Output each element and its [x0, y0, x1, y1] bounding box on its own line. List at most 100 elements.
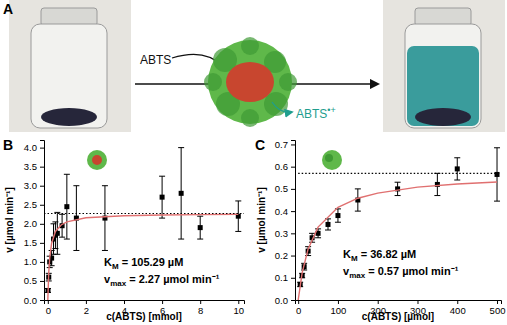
x-tick-label: 0 [46, 305, 51, 316]
y-tick-label: 0.5 [24, 275, 37, 286]
error-bar [355, 189, 361, 211]
product-name: ABTS [296, 107, 327, 121]
protein-icon-shell [87, 150, 107, 170]
x-tick-mark [417, 300, 418, 304]
data-point [495, 172, 500, 177]
y-tick: 0.1 [275, 272, 295, 283]
error-bar [454, 158, 460, 180]
y-tick-mark [40, 224, 44, 225]
y-tick: 0.6 [275, 161, 295, 172]
protein-particle [204, 37, 297, 127]
x-tick: 100 [331, 300, 347, 316]
error-bar [64, 174, 70, 239]
y-tick: 0.0 [275, 295, 295, 306]
x-tick: 0 [296, 300, 301, 316]
vial-photo [383, 0, 505, 132]
error-bar [434, 173, 440, 195]
vial-neck [41, 8, 97, 26]
vial-pellet [415, 108, 471, 126]
y-tick-label: 0.4 [275, 206, 288, 217]
y-tick-mark [291, 233, 295, 234]
y-tick-mark [40, 148, 44, 149]
annotation-subscript: max [110, 279, 127, 288]
y-axis: 0.00.51.01.52.02.53.03.54.0 [24, 141, 45, 306]
x-tick: 10 [233, 300, 244, 316]
protein-texture [241, 37, 259, 55]
data-point [335, 213, 340, 218]
y-tick-label: 0.0 [24, 295, 37, 306]
y-tick-label: 4.0 [24, 142, 37, 153]
plot-area [297, 148, 501, 300]
x-tick-mark [124, 300, 125, 304]
y-tick-label: 2.0 [24, 218, 37, 229]
y-tick: 2.0 [24, 218, 44, 229]
x-tick: 2 [84, 300, 89, 316]
plot-area [44, 148, 244, 300]
panel-label: A [3, 1, 13, 17]
fit-curve [48, 214, 238, 300]
protein-icon-shell [322, 150, 342, 170]
x-tick-label: 10 [233, 305, 244, 316]
y-tick-label: 3.5 [24, 161, 37, 172]
panel-label: C [255, 137, 265, 153]
panel-a: AABTSABTS•+ [3, 0, 505, 132]
protein-texture [204, 73, 222, 91]
substrate-label: ABTS [140, 53, 171, 67]
photo-background [9, 0, 131, 132]
y-tick-mark [40, 243, 44, 244]
x-tick: 0 [46, 300, 51, 316]
annotation-subscript: max [349, 271, 366, 280]
y-tick-mark [40, 300, 44, 301]
x-tick-mark [48, 300, 49, 304]
protein-icon-texture [325, 154, 333, 162]
x-tick-label: 8 [198, 305, 203, 316]
y-tick-mark [40, 167, 44, 168]
x-tick-mark [378, 300, 379, 304]
product-arrow [272, 102, 292, 112]
error-bar [197, 216, 203, 239]
error-bar [494, 148, 500, 201]
y-tick: 3.0 [24, 180, 44, 191]
vial-body [405, 24, 481, 128]
x-tick-mark [298, 300, 299, 304]
y-tick: 0.5 [275, 183, 295, 194]
x-tick-mark [238, 300, 239, 304]
y-tick-label: 0.3 [275, 228, 288, 239]
y-tick-label: 0.0 [275, 295, 288, 306]
protein-icon [87, 150, 107, 170]
y-tick: 1.0 [24, 256, 44, 267]
vial-body [31, 24, 107, 128]
y-tick-mark [291, 300, 295, 301]
vial-pellet [41, 108, 97, 126]
y-tick: 4.0 [24, 142, 44, 153]
x-axis-title: c(ABTS) [µmol] [362, 311, 434, 322]
x-tick-mark [162, 300, 163, 304]
panel-label: B [3, 137, 13, 153]
x-axis-title: c(ABTS) [mmol] [106, 311, 182, 322]
figure: AABTSABTS•+02468100.00.51.01.52.02.53.03… [0, 0, 507, 325]
y-tick-mark [291, 256, 295, 257]
data-point [455, 166, 460, 171]
x-tick-mark [200, 300, 201, 304]
y-tick-mark [40, 186, 44, 187]
error-bar [395, 182, 401, 195]
x-tick-mark [338, 300, 339, 304]
annotation-symbol: K [104, 256, 112, 268]
y-tick-label: 1.5 [24, 237, 37, 248]
vmax-line [298, 173, 501, 174]
protein-icon-core [92, 155, 102, 165]
protein-texture [241, 109, 259, 127]
x-tick-label: 0 [296, 305, 301, 316]
y-tick: 0.0 [24, 295, 44, 306]
error-bar [325, 219, 331, 230]
y-tick: 0.5 [24, 275, 44, 286]
vial-photo [9, 0, 131, 132]
fit-curve [298, 182, 497, 300]
annotation-text: = 105.29 µM [119, 256, 184, 268]
x-tick: 400 [450, 300, 466, 316]
y-tick: 0.4 [275, 206, 295, 217]
x-tick-label: 100 [331, 305, 347, 316]
chart-panel: 02468100.00.51.01.52.02.53.03.54.0c(ABTS… [3, 137, 245, 322]
y-tick-label: 0.5 [275, 183, 288, 194]
y-tick: 0.3 [275, 228, 295, 239]
